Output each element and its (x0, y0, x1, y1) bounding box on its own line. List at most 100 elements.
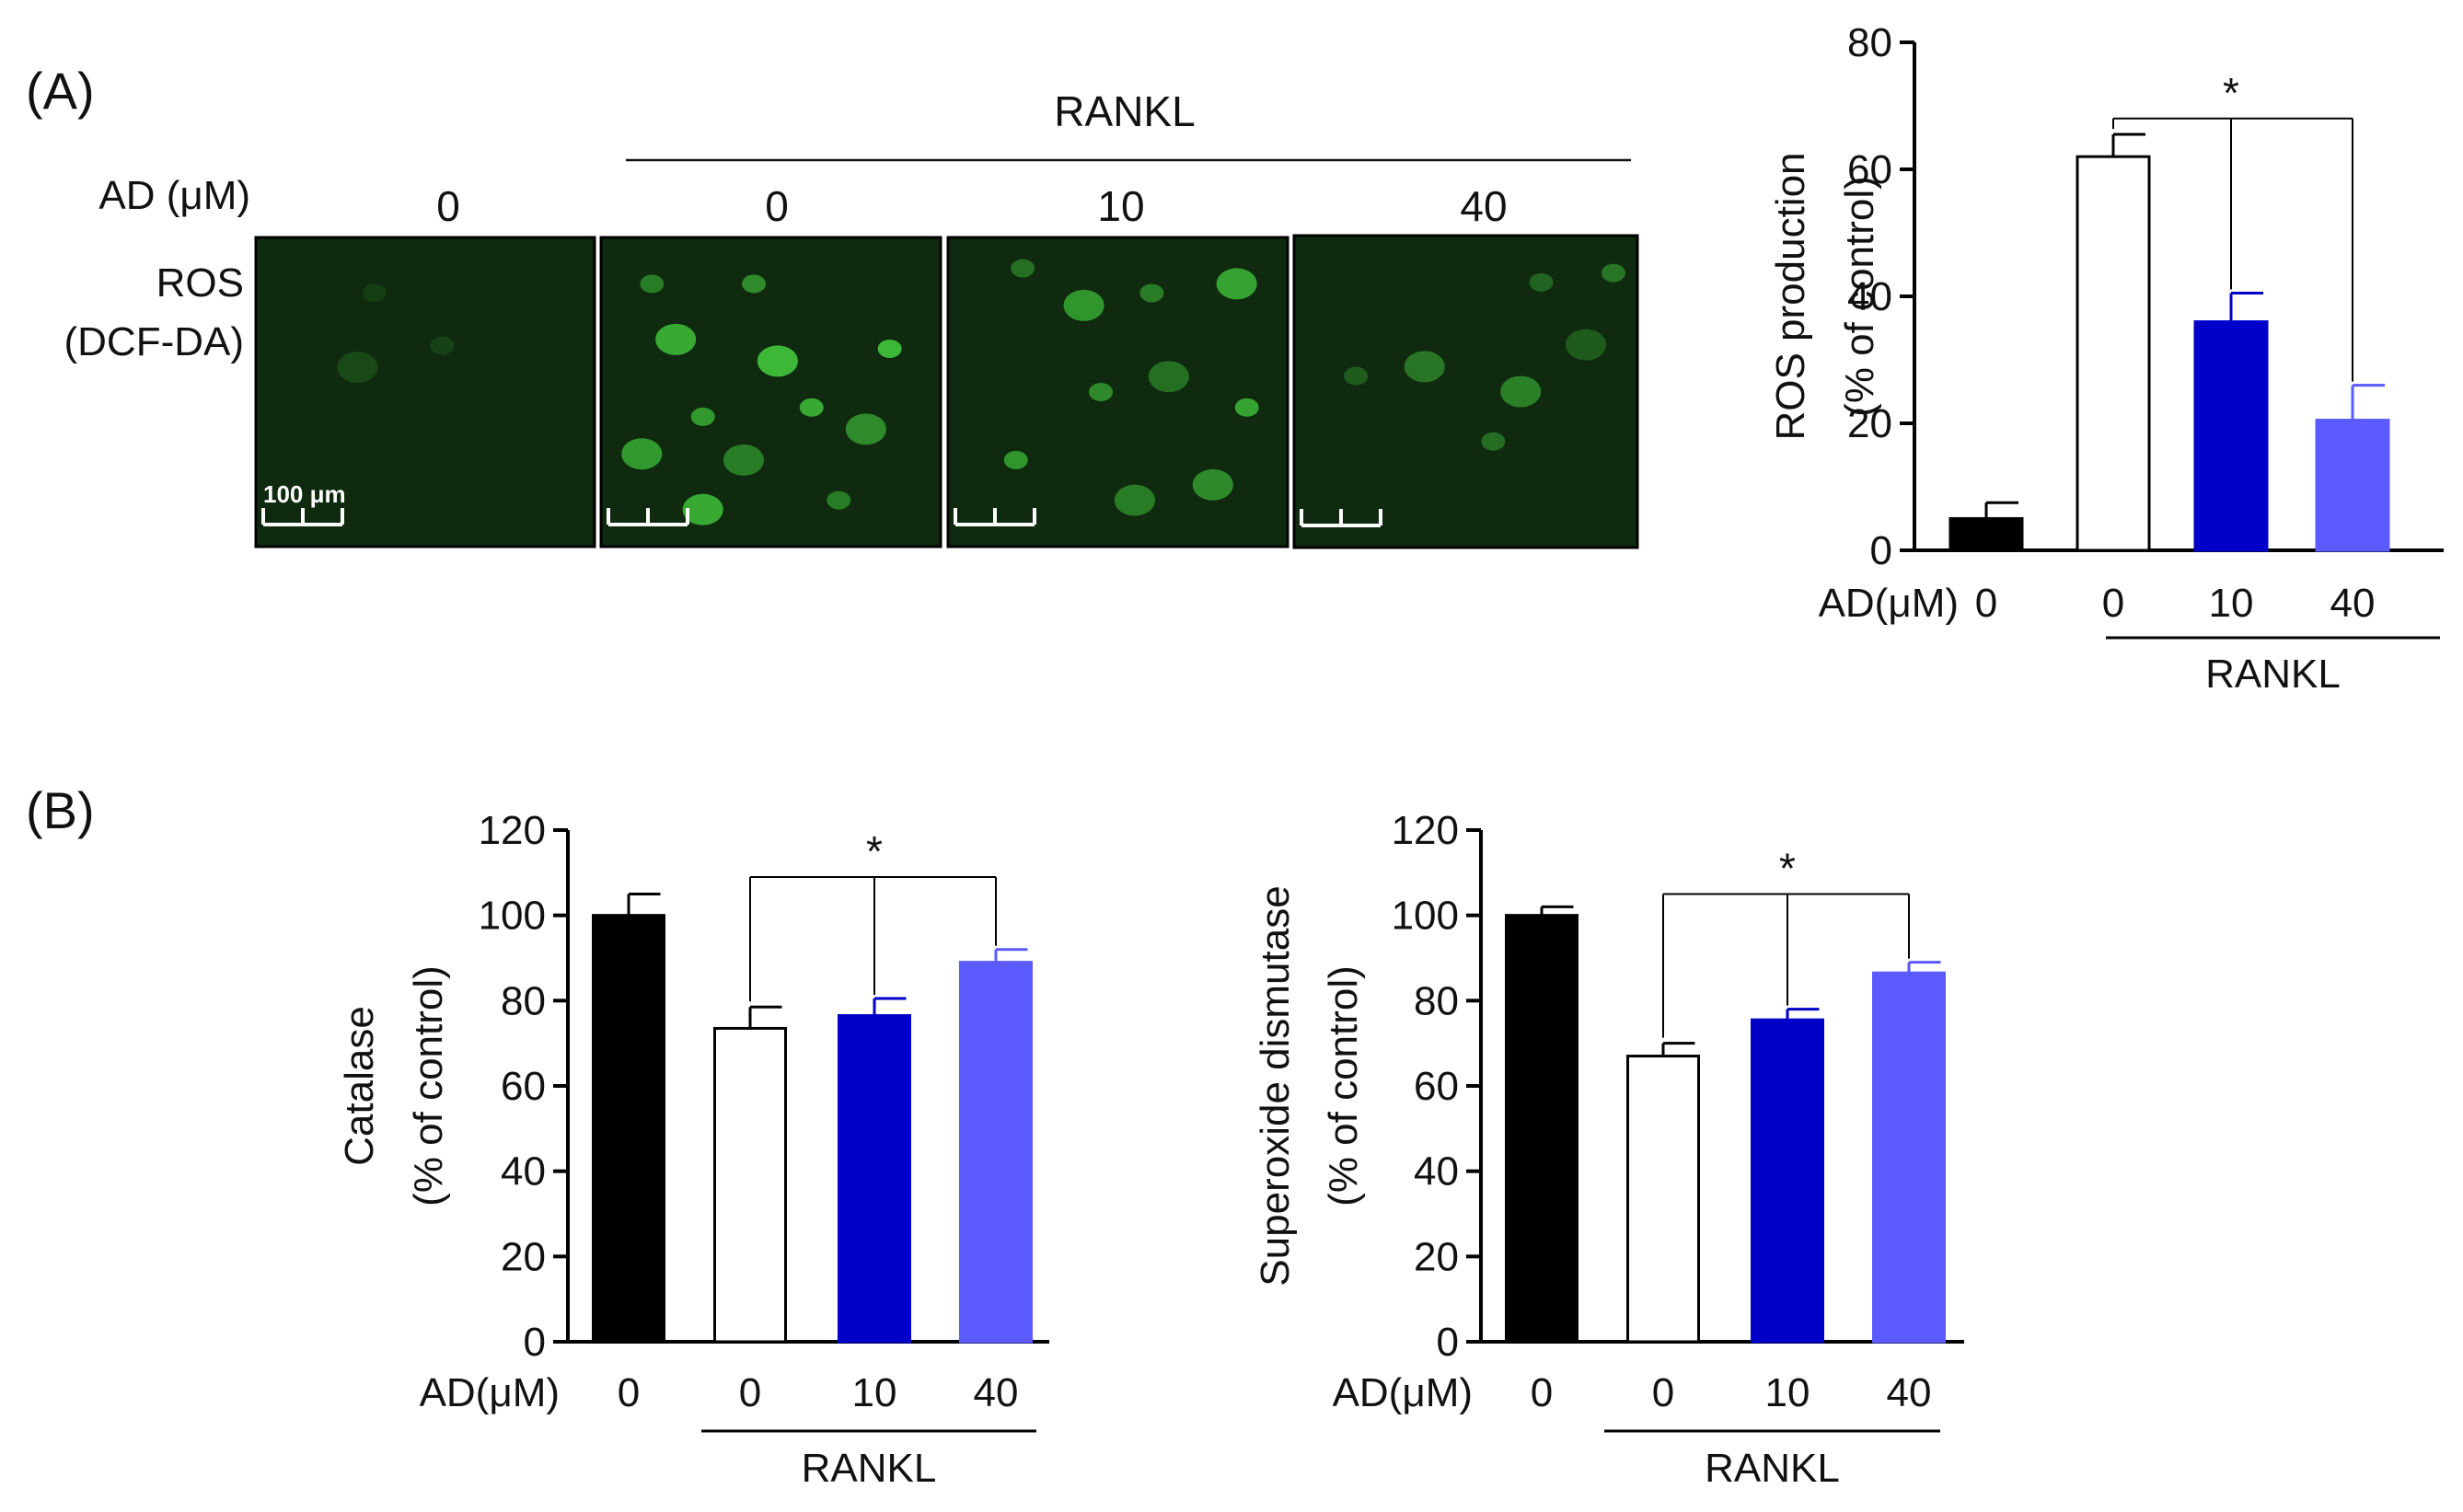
y-tick-label: 20 (501, 1234, 546, 1279)
fluorescent-cell (1114, 484, 1156, 516)
y-tick-label: 80 (1847, 20, 1892, 65)
y-tick-label: 40 (1847, 274, 1892, 319)
micrograph-background (599, 236, 942, 548)
group-label: RANKL (2205, 652, 2341, 697)
x-tick-label: 40 (2330, 581, 2376, 626)
x-tick-label: 0 (739, 1370, 761, 1415)
micrograph-image (599, 236, 942, 548)
micrograph-column-labels: 0 0 10 40 (436, 182, 1507, 230)
x-tick-label: 10 (1765, 1370, 1810, 1415)
y-tick-label: 40 (1414, 1149, 1459, 1195)
group-label: RANKL (1705, 1446, 1840, 1491)
y-tick-label: 20 (1414, 1234, 1459, 1279)
x-axis-label: AD(μM) (1333, 1370, 1473, 1415)
y-tick-label: 100 (1392, 894, 1459, 939)
fluorescent-cell (621, 438, 663, 470)
fluorescent-cell (827, 491, 851, 510)
bar (2315, 419, 2390, 552)
fluorescent-cell (430, 336, 455, 355)
dcf-da-image-label: (DCF-DA) (64, 319, 244, 364)
y-tick-label: 120 (1392, 808, 1459, 853)
y-tick-label: 60 (501, 1064, 546, 1109)
x-tick-label: 0 (1652, 1370, 1674, 1415)
fluorescent-cell (640, 274, 665, 294)
x-tick-label: 0 (618, 1370, 640, 1415)
fluorescent-cell (1011, 259, 1035, 278)
y-tick-label: 80 (1414, 978, 1459, 1023)
bar (2193, 320, 2269, 552)
fluorescent-cell (337, 352, 378, 384)
fluorescent-cell (1139, 283, 1164, 303)
fluorescent-cell (845, 413, 886, 445)
fluorescent-cell (742, 274, 767, 294)
y-tick-label: 60 (1847, 147, 1892, 192)
micrograph-image: 100 μm (254, 236, 596, 548)
y-tick-label: 100 (479, 894, 546, 939)
x-tick-label: 40 (974, 1370, 1019, 1415)
fluorescent-cell (1192, 468, 1233, 501)
y-tick-label: 120 (479, 808, 546, 853)
fluorescent-cell (1003, 450, 1028, 469)
fluorescent-cell (1565, 329, 1607, 361)
bar (1872, 971, 1946, 1344)
fluorescent-cell (362, 283, 387, 303)
y-tick-label: 40 (501, 1149, 546, 1195)
y-axis-label: Catalase (337, 1006, 382, 1166)
x-tick-label: 10 (852, 1370, 897, 1415)
y-tick-label: 80 (501, 978, 546, 1023)
significance-star: * (2223, 69, 2239, 117)
y-tick-label: 20 (1847, 401, 1892, 446)
y-axis-label: ROS production (1768, 152, 1813, 440)
micrograph-column-label: 0 (436, 182, 460, 230)
x-tick-label: 10 (2209, 581, 2254, 626)
significance-star: * (866, 827, 883, 875)
fluorescent-cell (1529, 272, 1554, 292)
fluorescent-cell (1344, 366, 1369, 386)
fluorescent-cell (1234, 398, 1259, 417)
fluorescent-cell (1216, 268, 1257, 300)
y-axis-label: (% of control) (1837, 176, 1882, 417)
bar (1948, 517, 2024, 552)
catalase-chart: 0 20 40 60 80 100 120 Catalase (% of control) 0 0 1… (337, 808, 1049, 1491)
fluorescent-cell (757, 345, 798, 377)
fluorescent-cell (1601, 263, 1625, 283)
bar (2076, 155, 2151, 552)
micrograph-background (1292, 234, 1639, 549)
significance-star: * (1779, 845, 1796, 893)
micrograph-background (254, 236, 596, 548)
micrograph-image (946, 236, 1289, 548)
micrograph-image (1292, 234, 1639, 549)
ad-row-label: AD (μM) (98, 173, 250, 218)
bar (1626, 1055, 1700, 1344)
fluorescent-cell (1500, 375, 1542, 408)
micrograph-column-label: 10 (1097, 182, 1144, 230)
micrograph-panel: RANKL AD (μM) ROS (DCF-DA) 0 0 10 40 100 μm (64, 87, 1639, 549)
bar (713, 1026, 787, 1344)
x-tick-label: 0 (1975, 581, 1997, 626)
y-tick-label: 0 (1870, 528, 1892, 573)
micrograph-images: 100 μm (254, 234, 1639, 549)
fluorescent-cell (690, 407, 715, 426)
y-axis-label: Superoxide dismutase (1253, 885, 1298, 1286)
y-tick-label: 0 (524, 1320, 546, 1365)
fluorescent-cell (1089, 383, 1114, 401)
ros-image-label: ROS (156, 260, 244, 306)
x-axis-label: AD(μM) (1819, 581, 1959, 626)
y-tick-label: 60 (1414, 1064, 1459, 1109)
bar (1751, 1018, 1824, 1344)
fluorescent-cell (1148, 361, 1189, 393)
y-axis-label: (% of control) (406, 965, 451, 1206)
panel-b-label: (B) (26, 781, 95, 839)
fluorescent-cell (682, 493, 723, 525)
micrograph-column-label: 0 (765, 182, 789, 230)
x-tick-label: 0 (2102, 581, 2124, 626)
fluorescent-cell (723, 444, 765, 476)
y-axis-label: (% of control) (1321, 965, 1366, 1206)
fluorescent-cell (1063, 289, 1104, 321)
micrograph-column-label: 40 (1460, 182, 1507, 230)
bar (959, 961, 1033, 1344)
x-axis-label: AD(μM) (420, 1370, 560, 1415)
x-tick-label: 40 (1887, 1370, 1932, 1415)
bar (838, 1014, 911, 1344)
